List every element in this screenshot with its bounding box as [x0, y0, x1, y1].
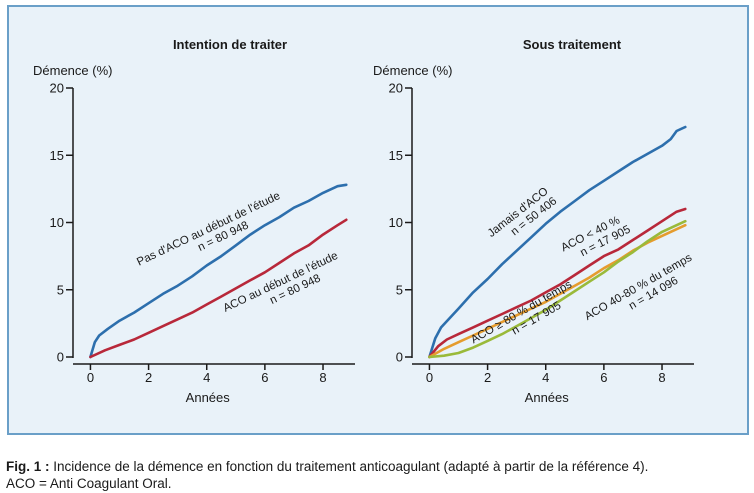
- y-tick-label: 15: [389, 148, 403, 163]
- x-tick-label: 6: [600, 370, 607, 385]
- figure-caption: Fig. 1 : Incidence de la démence en fonc…: [6, 458, 751, 492]
- y-tick-label: 10: [50, 215, 64, 230]
- x-tick-label: 2: [484, 370, 491, 385]
- y-tick-label: 5: [57, 282, 64, 297]
- chart-title: Sous traitement: [523, 37, 622, 52]
- y-tick-label: 20: [389, 81, 403, 96]
- x-axis-label: Années: [186, 390, 231, 405]
- caption-text: Incidence de la démence en fonction du t…: [49, 459, 649, 474]
- x-tick-label: 4: [542, 370, 549, 385]
- series-line-1-3: [428, 219, 687, 359]
- y-tick-label: 15: [50, 148, 64, 163]
- y-tick-label: 10: [389, 215, 403, 230]
- chart-panel-intention-de-traiter: Intention de traiter Démence (%) 0 5 10 15 20 0…: [33, 37, 355, 405]
- caption-label: Fig. 1 :: [6, 459, 50, 474]
- x-tick-label: 8: [319, 370, 326, 385]
- series-line-0-1: [89, 218, 348, 359]
- series-line-1-0: [428, 125, 687, 359]
- chart-panel-sous-traitement: Sous traitement Démence (%) 0 5 10 15 20 0 2 4 6 8 A…: [373, 37, 694, 405]
- series-line-0-0: [89, 183, 348, 359]
- caption-line2: ACO = Anti Coagulant Oral.: [6, 476, 172, 491]
- series-name-label: ACO au début de l'étude: [221, 250, 340, 315]
- x-tick-label: 0: [426, 370, 433, 385]
- series-line-1-1: [428, 207, 687, 359]
- x-tick-label: 8: [658, 370, 665, 385]
- y-axis-label: Démence (%): [33, 63, 112, 78]
- x-tick-label: 4: [203, 370, 210, 385]
- y-tick-label: 5: [396, 282, 403, 297]
- y-tick-label: 0: [57, 350, 64, 365]
- x-tick-label: 2: [145, 370, 152, 385]
- chart-title: Intention de traiter: [173, 37, 287, 52]
- y-axis-label: Démence (%): [373, 63, 452, 78]
- y-tick-label: 20: [50, 81, 64, 96]
- series-name-label: ACO 40-80 % du temps: [583, 252, 694, 323]
- y-tick-label: 0: [396, 350, 403, 365]
- x-axis-label: Années: [525, 390, 570, 405]
- x-tick-label: 0: [87, 370, 94, 385]
- x-tick-label: 6: [261, 370, 268, 385]
